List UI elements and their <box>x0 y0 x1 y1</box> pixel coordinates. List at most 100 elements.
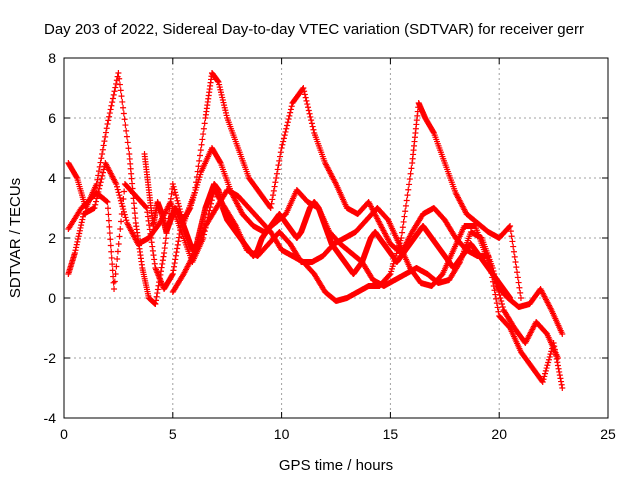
data-point <box>497 295 504 301</box>
data-point <box>116 81 123 88</box>
data-point <box>404 192 411 199</box>
data-point <box>499 304 506 310</box>
data-point <box>169 272 176 279</box>
data-point <box>110 279 117 286</box>
data-point <box>149 243 156 250</box>
data-point <box>111 286 118 292</box>
data-point <box>116 75 123 82</box>
data-point <box>559 331 566 337</box>
data-point <box>276 157 283 164</box>
data-point <box>201 120 208 127</box>
data-point <box>284 119 291 126</box>
data-point <box>76 227 83 234</box>
data-point <box>514 274 521 281</box>
data-point <box>174 197 181 204</box>
data-point <box>122 122 129 129</box>
data-point <box>285 116 292 123</box>
data-point <box>104 205 111 212</box>
data-point <box>101 138 108 145</box>
data-point <box>195 163 202 170</box>
data-point <box>284 122 291 129</box>
data-point <box>170 267 177 274</box>
data-point <box>150 252 157 259</box>
data-point <box>176 203 183 210</box>
data-point <box>554 362 561 369</box>
data-point <box>106 110 113 117</box>
data-point <box>302 94 309 101</box>
data-point <box>277 149 284 156</box>
data-point <box>111 88 118 95</box>
data-point <box>305 104 312 111</box>
data-point <box>93 198 100 205</box>
data-point <box>113 80 120 87</box>
data-point <box>175 238 182 245</box>
data-point <box>93 195 100 202</box>
data-point <box>73 244 80 251</box>
data-point <box>108 254 115 261</box>
data-point <box>542 370 549 377</box>
data-point <box>170 183 177 190</box>
data-point <box>114 256 121 262</box>
data-point <box>117 197 124 204</box>
data-point <box>160 253 167 260</box>
data-point <box>510 248 517 255</box>
data-point <box>118 218 125 225</box>
y-tick-label: -4 <box>44 410 57 426</box>
data-point <box>108 102 115 109</box>
data-point <box>95 168 102 175</box>
data-point <box>74 238 81 245</box>
data-point <box>158 264 165 271</box>
series-track-e <box>141 151 514 301</box>
data-point <box>544 362 551 369</box>
data-point <box>151 260 158 267</box>
data-point <box>267 205 274 211</box>
data-point <box>116 233 123 240</box>
data-point <box>282 128 289 135</box>
y-tick-label: 8 <box>48 50 56 66</box>
data-point <box>91 205 98 211</box>
data-layer <box>65 70 566 391</box>
data-point <box>171 186 178 193</box>
data-point <box>107 236 114 243</box>
data-point <box>514 269 521 276</box>
data-point <box>493 300 500 307</box>
data-point <box>73 241 80 248</box>
data-point <box>103 125 110 132</box>
chart-title: Day 203 of 2022, Sidereal Day-to-day VTE… <box>44 21 584 38</box>
data-point <box>114 186 121 193</box>
data-point <box>266 203 273 210</box>
data-point <box>172 192 179 199</box>
data-point <box>120 110 127 117</box>
data-point <box>98 155 105 162</box>
data-point <box>405 186 412 193</box>
data-point <box>108 248 115 255</box>
data-point <box>275 162 282 169</box>
data-point <box>386 271 393 278</box>
data-point <box>99 172 106 179</box>
data-point <box>274 166 281 173</box>
data-point <box>198 141 205 148</box>
data-point <box>71 250 78 256</box>
data-point <box>494 304 501 311</box>
data-point <box>491 287 498 294</box>
data-point <box>307 113 314 120</box>
data-point <box>117 194 124 201</box>
data-point <box>402 202 409 209</box>
data-point <box>153 293 160 300</box>
data-point <box>159 257 166 264</box>
data-point <box>507 295 514 301</box>
data-point <box>111 278 118 285</box>
data-point <box>272 179 279 186</box>
data-point <box>496 292 503 298</box>
data-point <box>114 248 121 255</box>
data-point <box>125 145 132 152</box>
data-point <box>99 151 106 157</box>
data-point <box>162 235 169 242</box>
data-point <box>498 301 505 307</box>
data-point <box>308 117 315 124</box>
data-point <box>555 365 562 372</box>
data-point <box>169 271 176 277</box>
data-point <box>162 240 169 247</box>
data-point <box>558 381 565 388</box>
data-point <box>197 147 204 154</box>
